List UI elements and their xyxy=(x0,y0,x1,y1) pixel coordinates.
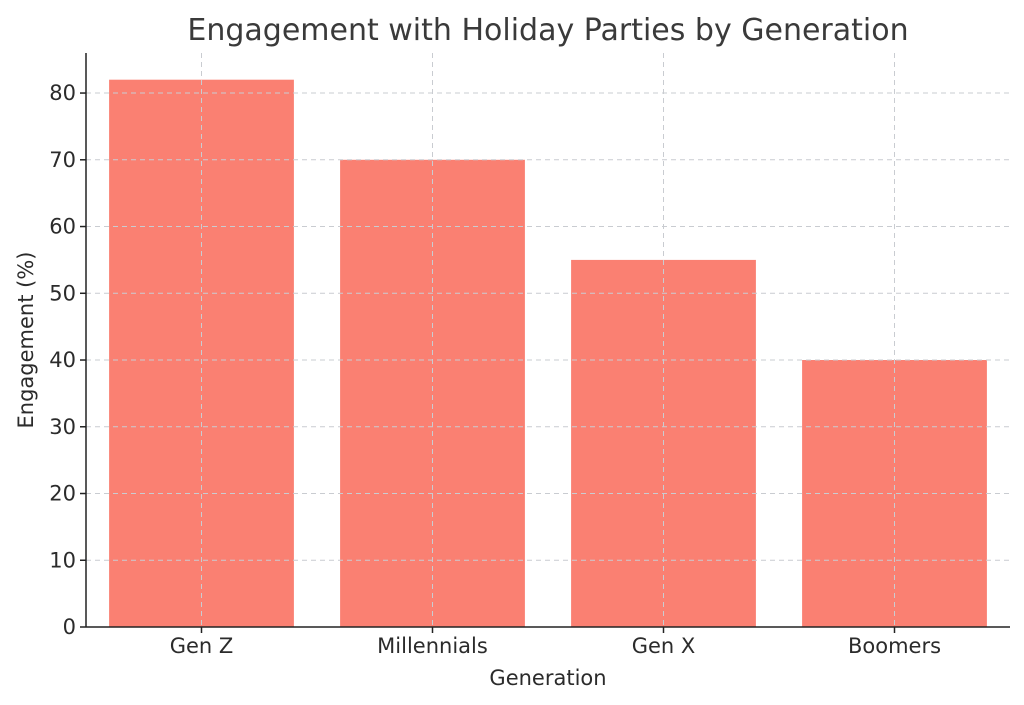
ticks-layer: 0 10 20 30 40 50 60 70 80 Gen Z Millennials Gen X Bo… xyxy=(49,81,941,658)
y-tick-label: 30 xyxy=(49,415,76,439)
grid-layer xyxy=(86,53,1010,627)
y-tick-label: 40 xyxy=(49,348,76,372)
y-tick-label: 0 xyxy=(63,615,76,639)
x-axis-label: Generation xyxy=(489,666,606,690)
y-axis-label: Engagement (%) xyxy=(14,252,38,429)
bars-layer xyxy=(109,79,987,627)
y-tick-label: 80 xyxy=(49,81,76,105)
x-tick-label: Boomers xyxy=(848,634,941,658)
y-tick-label: 70 xyxy=(49,148,76,172)
y-tick-label: 10 xyxy=(49,548,76,572)
x-tick-label: Millennials xyxy=(377,634,488,658)
y-tick-label: 60 xyxy=(49,215,76,239)
chart-title: Engagement with Holiday Parties by Gener… xyxy=(187,13,908,48)
y-tick-label: 20 xyxy=(49,482,76,506)
bar-millennials xyxy=(340,159,525,627)
y-tick-label: 50 xyxy=(49,281,76,305)
axes-layer xyxy=(85,53,1010,628)
x-tick-label: Gen X xyxy=(632,634,696,658)
x-tick-label: Gen Z xyxy=(170,634,234,658)
